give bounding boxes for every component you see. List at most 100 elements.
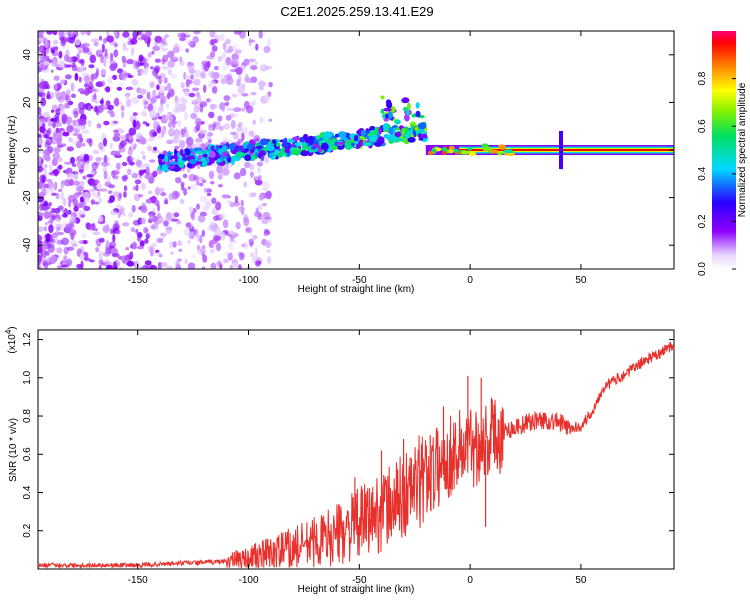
noise-blob <box>221 108 225 112</box>
noise-blob <box>100 54 105 64</box>
x-tick-label: 50 <box>575 275 587 286</box>
noise-blob <box>210 71 215 80</box>
streak-blob <box>329 140 335 146</box>
noise-blob <box>48 224 54 234</box>
noise-blob <box>145 66 149 71</box>
noise-blob <box>165 214 172 222</box>
noise-blob <box>66 258 73 266</box>
noise-blob <box>120 105 125 112</box>
noise-blob <box>87 178 93 185</box>
noise-blob <box>199 248 207 254</box>
carrier-onset-blob <box>441 147 448 152</box>
noise-blob <box>79 252 85 261</box>
streak-blob <box>319 140 328 143</box>
noise-blob <box>43 261 52 266</box>
streak-blob <box>404 126 409 133</box>
noise-blob <box>115 229 121 235</box>
noise-blob <box>57 239 64 245</box>
noise-blob <box>58 31 65 38</box>
streak-blob <box>292 136 300 141</box>
noise-blob <box>153 120 160 130</box>
noise-blob <box>224 102 228 106</box>
noise-blob <box>173 129 181 139</box>
carrier-onset-blob <box>442 151 447 156</box>
noise-blob <box>102 251 111 257</box>
noise-blob <box>125 247 130 251</box>
noise-blob <box>200 72 206 79</box>
noise-blob <box>38 192 46 197</box>
noise-blob <box>157 134 164 140</box>
noise-blob <box>102 225 110 234</box>
noise-blob <box>52 46 59 51</box>
noise-blob <box>267 38 271 48</box>
snr-multiplier-close: ) <box>7 326 18 329</box>
noise-blob <box>38 215 43 221</box>
noise-blob <box>113 191 120 197</box>
carrier-onset-blob <box>427 150 434 155</box>
noise-blob <box>93 161 101 166</box>
noise-blob <box>110 210 118 216</box>
noise-blob <box>209 181 215 185</box>
streak-blob <box>385 113 389 119</box>
noise-blob <box>192 36 199 43</box>
noise-blob <box>83 75 91 83</box>
noise-blob <box>105 240 110 247</box>
noise-blob <box>83 153 90 161</box>
noise-blob <box>88 81 94 90</box>
noise-blob <box>179 37 186 41</box>
x-tick-label: 50 <box>575 575 587 586</box>
noise-blob <box>143 227 148 234</box>
x-tick-label: -150 <box>128 575 148 586</box>
noise-blob <box>104 259 110 266</box>
noise-blob <box>208 80 216 88</box>
noise-blob <box>217 56 222 62</box>
noise-blob <box>65 223 72 232</box>
noise-blob <box>55 127 60 133</box>
streak-blob <box>235 151 244 159</box>
noise-blob <box>76 53 80 61</box>
noise-blob <box>136 160 142 166</box>
colorbar-tick-label: 0.8 <box>697 71 708 85</box>
noise-blob <box>194 69 201 78</box>
noise-blob <box>262 202 267 207</box>
noise-blob <box>84 81 89 90</box>
noise-blob <box>256 161 263 167</box>
snr-series-line <box>37 342 675 570</box>
carrier-onset-blob <box>448 145 455 150</box>
noise-blob <box>255 176 259 181</box>
streak-blob <box>256 145 263 150</box>
noise-blob <box>209 31 216 38</box>
noise-blob <box>72 133 79 136</box>
noise-blob <box>199 129 207 135</box>
noise-blob <box>202 254 208 263</box>
streak-blob <box>227 157 232 163</box>
noise-blob <box>234 233 239 237</box>
noise-blob <box>220 232 226 241</box>
y-tick-label: 0.6 <box>22 447 33 461</box>
noise-blob <box>141 33 147 41</box>
noise-blob <box>135 184 139 192</box>
noise-blob <box>149 81 155 89</box>
noise-blob <box>147 52 152 58</box>
noise-blob <box>156 237 164 243</box>
streak-blob <box>320 143 329 151</box>
noise-blob <box>254 61 259 65</box>
noise-blob <box>95 81 104 88</box>
carrier-onset-blob <box>431 148 437 153</box>
noise-blob <box>212 242 217 250</box>
streak-blob <box>186 163 193 168</box>
noise-blob <box>166 226 173 231</box>
noise-blob <box>193 175 200 181</box>
carrier-onset-blob <box>448 149 454 154</box>
noise-blob <box>193 228 199 237</box>
noise-blob <box>127 148 133 156</box>
streak-blob <box>304 135 309 144</box>
noise-blob <box>213 215 219 221</box>
noise-blob <box>248 238 255 243</box>
noise-blob <box>130 38 138 45</box>
noise-blob <box>137 135 145 145</box>
noise-blob <box>38 37 42 41</box>
noise-blob <box>75 140 83 149</box>
noise-blob <box>161 66 169 70</box>
noise-blob <box>196 92 200 98</box>
